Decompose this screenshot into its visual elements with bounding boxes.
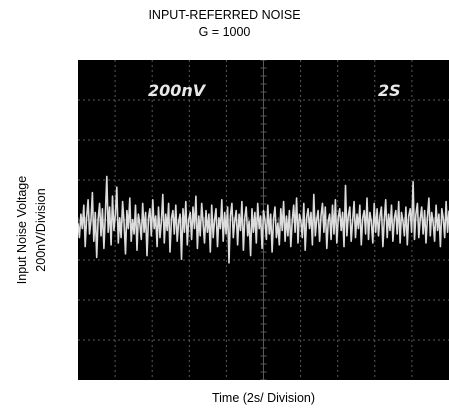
y-axis-label-line2: 200nV/Division (34, 188, 48, 272)
oscilloscope-screen: 200nV 2S (78, 60, 449, 380)
chart-title: INPUT-REFERRED NOISE (148, 8, 301, 22)
noise-trace (78, 175, 449, 264)
chart-subtitle: G = 1000 (198, 25, 251, 39)
scope-volts-per-div-label: 200nV (148, 81, 207, 100)
x-axis-label: Time (2s/ Division) (211, 391, 316, 405)
y-axis-label-line1: Input Noise Voltage (15, 175, 29, 285)
oscilloscope-plot: 200nV 2S (78, 60, 449, 380)
scope-time-per-div-label: 2S (378, 81, 401, 100)
